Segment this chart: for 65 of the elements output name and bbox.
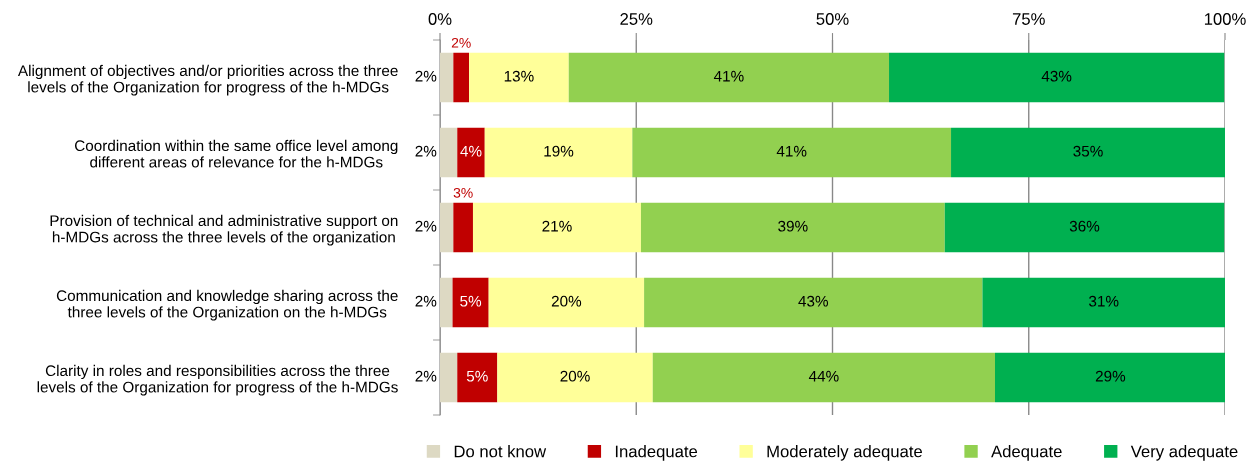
data-label: 2% <box>415 370 437 382</box>
data-label: 36% <box>1069 220 1100 232</box>
data-label: 4% <box>460 145 482 157</box>
data-label: 43% <box>798 295 829 307</box>
bar <box>944 202 1225 253</box>
bar <box>440 52 454 103</box>
bar <box>469 52 569 103</box>
y-tick-label: Provision of technical and administrative support on h-MDGs across the three levels of the organization <box>50 214 398 246</box>
bar <box>452 277 489 328</box>
x-tick-label: 100% <box>1204 13 1246 25</box>
data-label: 20% <box>560 370 590 382</box>
bar <box>453 202 473 253</box>
bar <box>497 352 653 403</box>
y-tick-label: Coordination within the same office level among different areas of relevance for the h-MDGs <box>74 139 398 168</box>
bar <box>440 277 453 328</box>
bar <box>632 127 952 178</box>
bar <box>994 352 1225 403</box>
bar <box>889 52 1225 103</box>
data-label: 2% <box>415 145 437 157</box>
bar <box>568 52 890 103</box>
data-label: 35% <box>1073 145 1103 157</box>
data-label: 2% <box>415 295 437 307</box>
x-tick-label: 25% <box>620 13 653 25</box>
data-label: 21% <box>542 220 572 232</box>
data-label: 2% <box>415 220 437 232</box>
data-label: 5% <box>460 295 482 307</box>
y-tick-label: Alignment of objectives and/or priorities across the three levels of the Organization for progress of the h-MDGs <box>17 64 398 96</box>
bar <box>951 127 1225 178</box>
bar <box>440 352 458 403</box>
legend-label: Inadequate <box>615 445 698 461</box>
data-label: 19% <box>544 145 574 157</box>
data-label: 5% <box>466 370 488 382</box>
legend-label: Very adequate <box>1130 445 1238 461</box>
data-label: 44% <box>808 370 839 382</box>
legend-label: Moderately adequate <box>767 445 922 461</box>
bar <box>484 127 633 178</box>
y-tick-label: Communication and knowledge sharing across the three levels of the Organization on the h-MDGs <box>56 289 398 321</box>
data-label: 2% <box>451 37 471 48</box>
bar <box>453 52 470 103</box>
data-label: 41% <box>776 145 807 157</box>
data-label: 31% <box>1089 295 1119 307</box>
legend-label: Do not know <box>454 445 547 458</box>
x-tick-label: 50% <box>816 13 849 25</box>
data-label: 13% <box>504 70 534 82</box>
bar <box>457 127 485 178</box>
bar <box>488 277 645 328</box>
bar <box>440 202 454 253</box>
data-label: 2% <box>415 70 437 82</box>
bar <box>640 202 945 253</box>
data-label: 43% <box>1041 70 1072 82</box>
legend-label: Adequate <box>991 445 1062 461</box>
y-tick-label: Clarity in roles and responsibilities across the three levels of the Organization for progress of the h-MDGs <box>37 364 398 396</box>
data-label: 39% <box>778 220 808 232</box>
data-label: 29% <box>1095 370 1126 382</box>
data-label: 20% <box>551 295 582 307</box>
x-tick-label: 75% <box>1012 13 1045 25</box>
data-label: 3% <box>453 187 473 198</box>
data-label: 41% <box>713 70 744 82</box>
bar <box>457 352 498 403</box>
x-tick-label: 0% <box>428 13 452 25</box>
bar <box>982 277 1225 328</box>
bar <box>440 127 458 178</box>
bar <box>644 277 983 328</box>
bar <box>472 202 641 253</box>
bar <box>652 352 995 403</box>
